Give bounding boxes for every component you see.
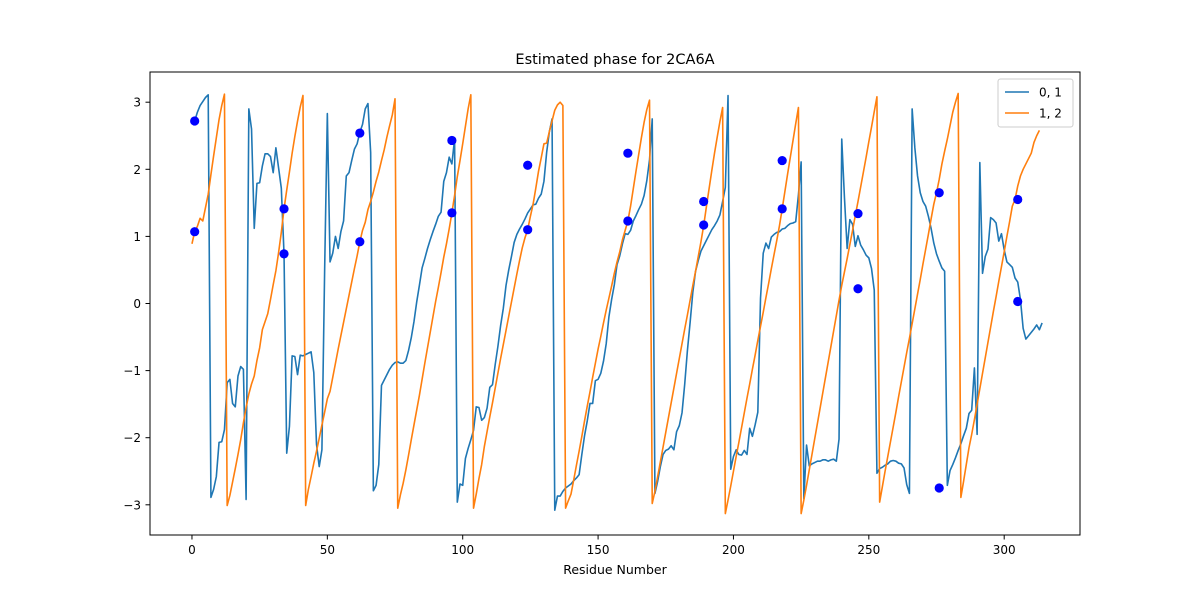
x-tick-label: 100 — [451, 543, 474, 557]
chart-title: Estimated phase for 2CA6A — [515, 52, 714, 68]
marker-point — [523, 160, 533, 170]
marker-point — [1013, 194, 1023, 205]
marker-point — [279, 249, 289, 259]
x-tick-label: 300 — [993, 543, 1016, 557]
series-line-1 — [191, 94, 1043, 511]
marker-point — [699, 196, 709, 207]
legend-label-2: 1, 2 — [1039, 107, 1062, 121]
marker-point — [190, 227, 200, 237]
marker-point — [355, 128, 365, 138]
y-tick-label: 1 — [133, 230, 141, 244]
plot-frame — [149, 71, 1081, 536]
y-tick-label: −1 — [123, 364, 141, 378]
marker-point — [777, 155, 787, 166]
series-line-2 — [191, 92, 1041, 515]
marker-point — [447, 135, 457, 146]
plot-area — [190, 92, 1043, 515]
x-tick-label: 150 — [587, 543, 610, 557]
axes: 0 50 100 150 200 250 300 −3 −2 −1 0 1 2 3 — [123, 71, 1081, 557]
marker-point — [447, 208, 457, 218]
y-tick-label: 0 — [133, 297, 141, 311]
marker-point — [853, 284, 863, 294]
y-tick-label: −2 — [123, 431, 141, 445]
x-tick-label: 200 — [722, 543, 745, 557]
legend-label-1: 0, 1 — [1039, 86, 1062, 100]
marker-point — [190, 116, 200, 126]
marker-point — [934, 483, 944, 493]
marker-point — [623, 148, 633, 158]
marker-point — [623, 216, 633, 226]
y-tick-label: −3 — [123, 498, 141, 512]
marker-point — [853, 208, 863, 219]
x-tick-label: 250 — [857, 543, 880, 557]
x-tick-label: 0 — [188, 543, 196, 557]
marker-point — [934, 188, 944, 198]
marker-point — [777, 204, 787, 214]
x-axis-label: Residue Number — [563, 562, 667, 577]
marker-point — [699, 220, 709, 230]
y-tick-label: 2 — [133, 163, 141, 177]
legend: 0, 1 1, 2 — [997, 78, 1074, 128]
x-tick-label: 50 — [320, 543, 335, 557]
marker-point — [279, 204, 289, 214]
marker-point — [523, 225, 533, 235]
marker-point — [355, 237, 365, 247]
legend-box — [997, 78, 1074, 128]
y-tick-label: 3 — [133, 96, 141, 110]
marker-point — [1013, 296, 1023, 307]
